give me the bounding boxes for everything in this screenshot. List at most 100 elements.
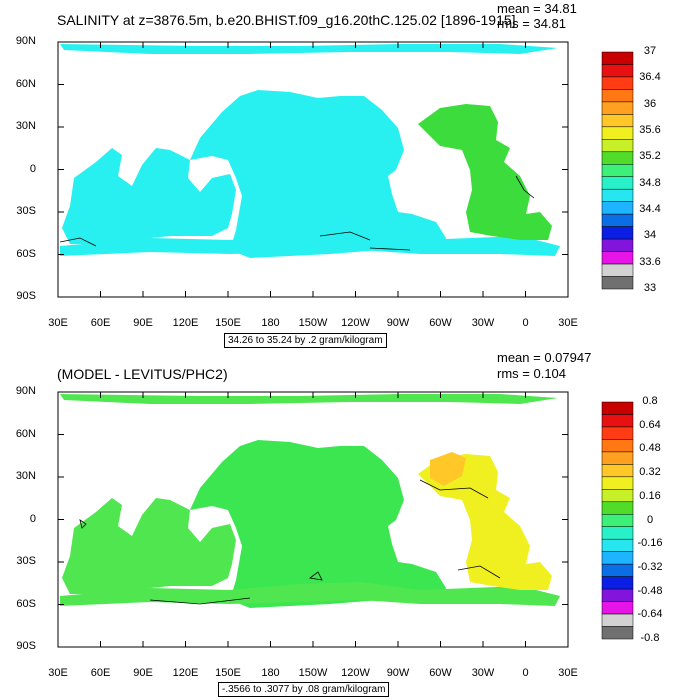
colorbar-label: 35.2 — [639, 150, 661, 163]
x-tick-label: 60W — [429, 317, 452, 329]
chart1-region-arctic — [60, 44, 558, 54]
colorbar-swatch — [601, 501, 634, 515]
colorbar-swatch — [601, 464, 634, 478]
colorbar-swatch — [601, 401, 634, 415]
y-tick-label: 30N — [15, 470, 36, 482]
colorbar-label: 34.8 — [639, 176, 661, 189]
colorbar-label: 0.8 — [642, 395, 658, 407]
colorbar-label: 33 — [643, 282, 657, 294]
chart2-region-atlantic-north — [430, 452, 466, 486]
y-tick-label: 90S — [16, 640, 36, 652]
colorbar-label: -0.64 — [637, 608, 663, 621]
x-tick-label: 60E — [90, 317, 111, 329]
colorbar-swatch — [601, 276, 634, 290]
colorbar-swatch — [601, 514, 634, 527]
chart2-title: (MODEL - LEVITUS/PHC2) — [57, 366, 228, 382]
colorbar-swatch — [601, 551, 634, 565]
colorbar-swatch — [601, 588, 634, 602]
chart2-contour — [457, 565, 501, 579]
y-tick-label: 30S — [16, 555, 36, 567]
colorbar-swatch — [601, 451, 634, 465]
colorbar-label: 35.6 — [639, 124, 661, 136]
chart2-contours — [79, 479, 501, 605]
chart1-region-pacific — [190, 90, 446, 258]
chart2-diff-field — [60, 394, 560, 608]
chart1-contour — [515, 175, 535, 199]
colorbar-swatch — [601, 439, 634, 453]
x-tick-label: 30E — [558, 667, 578, 679]
x-tick-label: 90W — [386, 667, 410, 679]
y-tick-label: 30S — [16, 205, 36, 217]
colorbar-swatch — [601, 414, 634, 428]
chart1-contour — [319, 231, 371, 241]
x-tick-label: 90W — [386, 317, 410, 329]
colorbar-swatch — [601, 526, 634, 540]
colorbar-label: 0.48 — [639, 442, 661, 455]
colorbar-swatch — [601, 489, 634, 503]
x-tick-label: 90E — [133, 317, 153, 329]
colorbar-label: 0 — [646, 513, 654, 526]
chart1-region-southern — [60, 232, 560, 256]
chart2-contour-note: -.3566 to .3077 by .08 gram/kilogram — [218, 682, 390, 697]
colorbar-swatch — [601, 613, 634, 627]
chart1-salinity-field — [60, 44, 560, 258]
x-tick-label: 30W — [471, 317, 495, 329]
y-tick-label: 30N — [15, 120, 36, 132]
y-tick-label: 90N — [15, 385, 36, 397]
chart2-rms: rms = 0.104 — [497, 366, 567, 381]
y-tick-label: 60S — [16, 247, 36, 260]
x-tick-label: 120W — [341, 667, 370, 679]
chart1-region-indian — [62, 148, 236, 244]
colorbar-label: 37 — [643, 45, 657, 57]
x-tick-label: 150W — [298, 317, 328, 329]
colorbar-label: 36.4 — [639, 71, 661, 84]
x-tick-label: 60E — [90, 667, 111, 679]
chart2-region-indian — [62, 498, 236, 594]
x-tick-label: 30E — [48, 667, 68, 679]
colorbar-label: -0.8 — [640, 632, 660, 644]
y-tick-label: 0 — [29, 512, 36, 525]
colorbar-swatch — [601, 626, 634, 640]
y-tick-label: 60N — [15, 77, 36, 90]
colorbar-label: 34 — [643, 229, 657, 242]
x-tick-label: 150E — [215, 317, 241, 329]
chart1-region-atlantic — [418, 104, 552, 240]
chart2-region-pacific — [190, 440, 446, 608]
x-tick-label: 90E — [133, 667, 153, 679]
x-tick-label: 30W — [471, 667, 495, 679]
x-tick-label: 0 — [522, 317, 529, 329]
x-tick-label: 180 — [261, 317, 280, 329]
chart2-mean: mean = 0.07947 — [497, 350, 592, 365]
x-tick-label: 120E — [172, 667, 199, 679]
chart1-title: SALINITY at z=3876.5m, b.e20.BHIST.f09_g… — [57, 12, 516, 28]
y-tick-label: 0 — [29, 162, 36, 175]
y-tick-label: 60N — [15, 427, 36, 440]
colorbar-label: -0.32 — [637, 560, 663, 573]
chart2-colorbar — [601, 401, 634, 640]
y-tick-label: 90N — [15, 35, 36, 47]
chart1-contour-note: 34.26 to 35.24 by .2 gram/kilogram — [224, 333, 387, 348]
colorbar-label: 34.4 — [639, 203, 661, 215]
x-tick-label: 0 — [522, 667, 529, 679]
chart1-mean: mean = 34.81 — [497, 1, 577, 16]
x-tick-label: 120E — [172, 317, 199, 329]
colorbar-swatch — [601, 476, 634, 490]
chart2-region-arctic — [60, 394, 558, 404]
chart1-colorbar — [601, 51, 634, 290]
colorbar-swatch — [601, 538, 634, 552]
chart1-contour — [369, 247, 411, 251]
colorbar-swatch — [601, 563, 634, 577]
colorbar-swatch — [601, 426, 634, 440]
x-tick-label: 30E — [558, 317, 578, 329]
y-tick-label: 90S — [16, 290, 36, 302]
chart2-contour — [309, 571, 323, 581]
colorbar-label: 0.32 — [639, 466, 661, 479]
chart2-contour — [79, 519, 87, 529]
chart1-contour — [59, 237, 97, 247]
x-tick-label: 150E — [215, 667, 241, 679]
colorbar-label: 33.6 — [639, 255, 661, 268]
chart1-rms: rms = 34.81 — [497, 16, 567, 31]
chart2-contour — [149, 597, 251, 605]
x-tick-label: 30E — [48, 317, 68, 329]
